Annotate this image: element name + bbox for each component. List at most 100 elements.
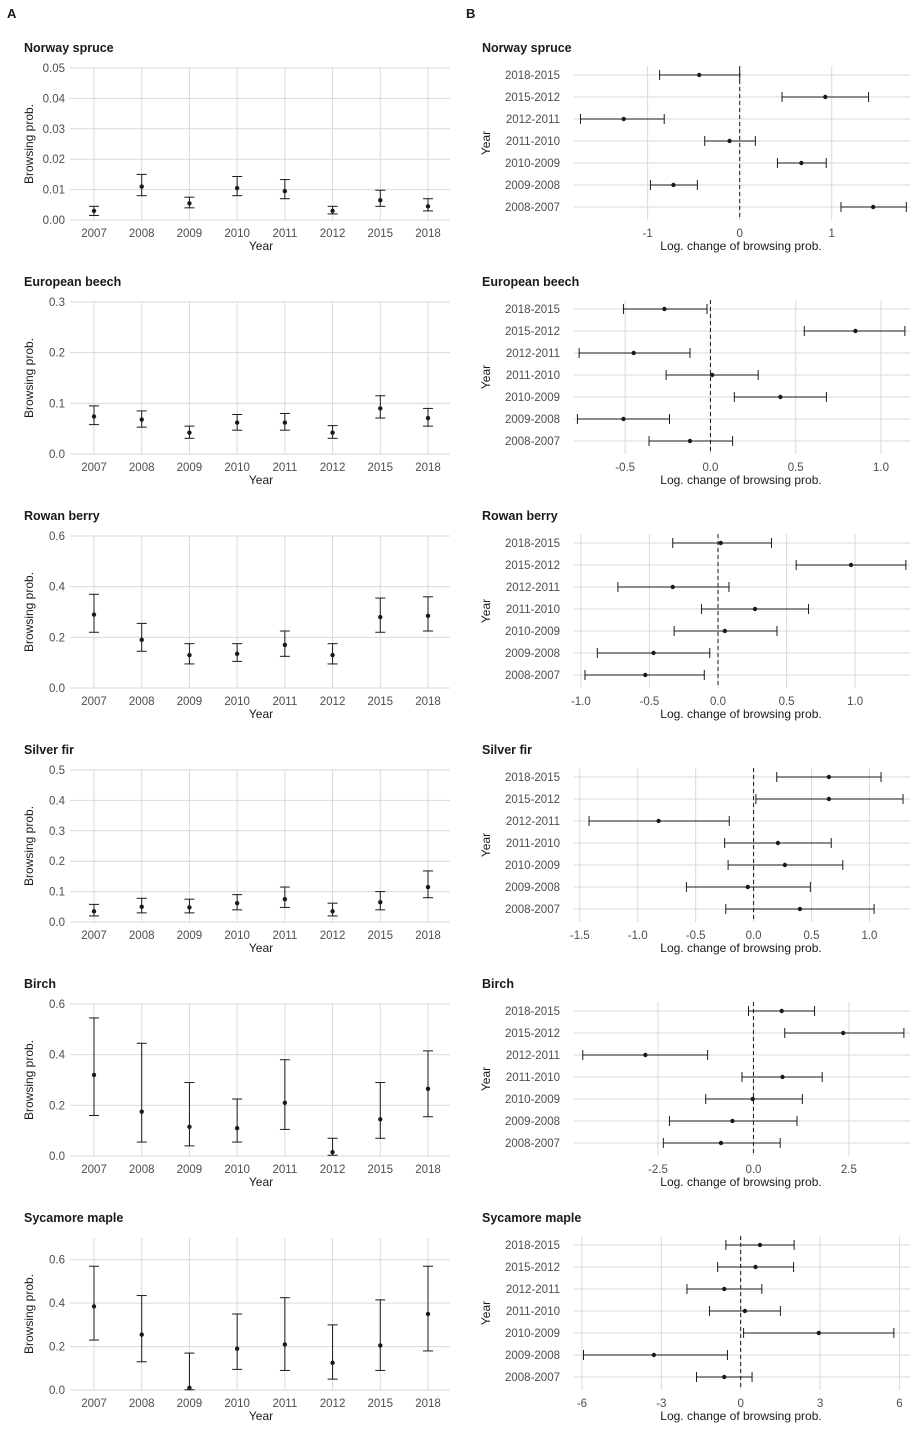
data-point bbox=[330, 430, 335, 435]
data-point bbox=[187, 905, 192, 910]
x-tick-label: 0 bbox=[737, 1398, 743, 1410]
x-tick-label: 2008 bbox=[129, 1164, 155, 1176]
y-tick-label: 0.6 bbox=[49, 531, 65, 543]
data-point bbox=[234, 185, 240, 191]
x-tick-label: 2009 bbox=[177, 462, 203, 474]
data-point bbox=[727, 138, 732, 144]
y-tick-label: 0.6 bbox=[49, 999, 65, 1011]
x-axis-label: Year bbox=[249, 1175, 273, 1189]
x-tick-label: -0.5 bbox=[615, 462, 635, 474]
data-point bbox=[425, 415, 431, 421]
chart-title: European beech bbox=[482, 275, 579, 289]
chart-right-4: Silver fir -1.5 -1.0 -0.5 0.0 0.5 1.0 2018-2015… bbox=[479, 743, 910, 955]
x-axis-label: Year bbox=[249, 239, 273, 253]
chart-title: Norway spruce bbox=[24, 41, 114, 55]
x-axis-label: Year bbox=[249, 941, 273, 955]
data-point bbox=[670, 584, 675, 590]
data-point bbox=[752, 606, 758, 612]
y-tick-label: 2008-2007 bbox=[505, 904, 560, 916]
x-tick-label: 2012 bbox=[320, 228, 346, 240]
data-point bbox=[378, 406, 383, 411]
x-tick-label: 1.0 bbox=[847, 696, 863, 708]
y-tick-label: 0.3 bbox=[49, 297, 65, 309]
x-axis-label: Log. change of browsing prob. bbox=[660, 1409, 821, 1423]
data-point bbox=[848, 562, 854, 568]
x-tick-label: 2018 bbox=[415, 1398, 441, 1410]
data-point bbox=[139, 1332, 144, 1337]
x-tick-label: 6 bbox=[896, 1398, 902, 1410]
x-tick-label: 2009 bbox=[177, 228, 203, 240]
x-tick-label: 0.0 bbox=[702, 462, 718, 474]
y-tick-label: 2010-2009 bbox=[505, 860, 560, 872]
y-tick-label: 0.0 bbox=[49, 683, 65, 695]
y-axis-label: Year bbox=[479, 599, 493, 623]
y-tick-label: 0.2 bbox=[49, 632, 65, 644]
x-tick-label: 2007 bbox=[81, 930, 107, 942]
x-tick-label: 2010 bbox=[224, 1398, 250, 1410]
x-tick-label: 2011 bbox=[272, 930, 297, 942]
x-tick-label: 2008 bbox=[129, 228, 155, 240]
data-point bbox=[662, 306, 667, 312]
x-tick-label: 2007 bbox=[81, 1398, 107, 1410]
y-tick-label: 0.01 bbox=[43, 185, 65, 197]
y-tick-label: 2018-2015 bbox=[505, 1006, 560, 1018]
chart-right-1: Norway spruce -1 0 1 2018-2015 2015-2012 2012-… bbox=[479, 41, 910, 253]
chart-right-2: European beech -0.5 0.0 0.5 1.0 2018-2015 2015… bbox=[479, 275, 910, 487]
x-tick-label: 2010 bbox=[224, 930, 250, 942]
data-point bbox=[826, 796, 832, 802]
y-tick-label: 0.2 bbox=[49, 348, 65, 360]
data-point bbox=[687, 438, 693, 444]
data-point bbox=[234, 420, 240, 425]
y-tick-label: 0.4 bbox=[49, 582, 66, 594]
x-tick-label: 2007 bbox=[81, 228, 107, 240]
data-point bbox=[425, 884, 431, 890]
x-axis-label: Log. change of browsing prob. bbox=[660, 473, 821, 487]
x-tick-label: 0.5 bbox=[804, 930, 820, 942]
data-point bbox=[234, 1125, 240, 1131]
x-tick-label: 2008 bbox=[129, 696, 155, 708]
data-point bbox=[234, 651, 240, 656]
y-axis-label: Browsing prob. bbox=[22, 806, 36, 886]
y-tick-label: 2010-2009 bbox=[505, 1328, 560, 1340]
y-tick-label: 2012-2011 bbox=[506, 1284, 560, 1296]
data-point bbox=[378, 614, 383, 620]
y-tick-label: 2012-2011 bbox=[506, 816, 560, 828]
y-tick-label: 2015-2012 bbox=[505, 794, 560, 806]
data-point bbox=[722, 628, 728, 634]
x-tick-label: 2012 bbox=[320, 1398, 346, 1410]
data-point bbox=[378, 1117, 383, 1122]
y-tick-label: 2015-2012 bbox=[505, 1262, 560, 1274]
chart-right-5: Birch -2.5 0.0 2.5 2018-2015 2015-2012 2012-20… bbox=[479, 977, 910, 1189]
x-tick-label: 2010 bbox=[224, 1164, 250, 1176]
y-tick-label: 0.03 bbox=[43, 124, 65, 136]
y-tick-label: 0.6 bbox=[49, 1255, 65, 1267]
data-point bbox=[91, 909, 97, 914]
y-tick-label: 2011-2010 bbox=[506, 1306, 560, 1318]
y-axis-label: Browsing prob. bbox=[22, 572, 36, 652]
x-axis-label: Year bbox=[249, 707, 273, 721]
x-axis-label: Log. change of browsing prob. bbox=[660, 239, 821, 253]
y-tick-label: 2008-2007 bbox=[505, 436, 560, 448]
data-point bbox=[91, 208, 97, 214]
x-tick-label: 2009 bbox=[177, 1398, 203, 1410]
data-point bbox=[779, 1008, 784, 1014]
data-point bbox=[778, 394, 783, 400]
y-axis-label: Browsing prob. bbox=[22, 104, 36, 184]
x-tick-label: 0.0 bbox=[746, 930, 762, 942]
x-tick-label: 2011 bbox=[272, 696, 297, 708]
x-tick-label: 2007 bbox=[81, 696, 107, 708]
y-tick-label: 2012-2011 bbox=[506, 348, 560, 360]
x-tick-label: 2018 bbox=[415, 228, 441, 240]
x-tick-label: 0.0 bbox=[745, 1164, 761, 1176]
data-point bbox=[330, 1150, 335, 1155]
data-point bbox=[651, 650, 656, 656]
data-point bbox=[775, 840, 781, 846]
data-point bbox=[782, 862, 788, 868]
x-tick-label: 2010 bbox=[224, 462, 250, 474]
y-tick-label: 0.4 bbox=[49, 1050, 66, 1062]
data-point bbox=[651, 1352, 657, 1358]
x-tick-label: 2012 bbox=[320, 696, 346, 708]
x-tick-label: 2011 bbox=[272, 462, 297, 474]
data-point bbox=[139, 417, 144, 422]
